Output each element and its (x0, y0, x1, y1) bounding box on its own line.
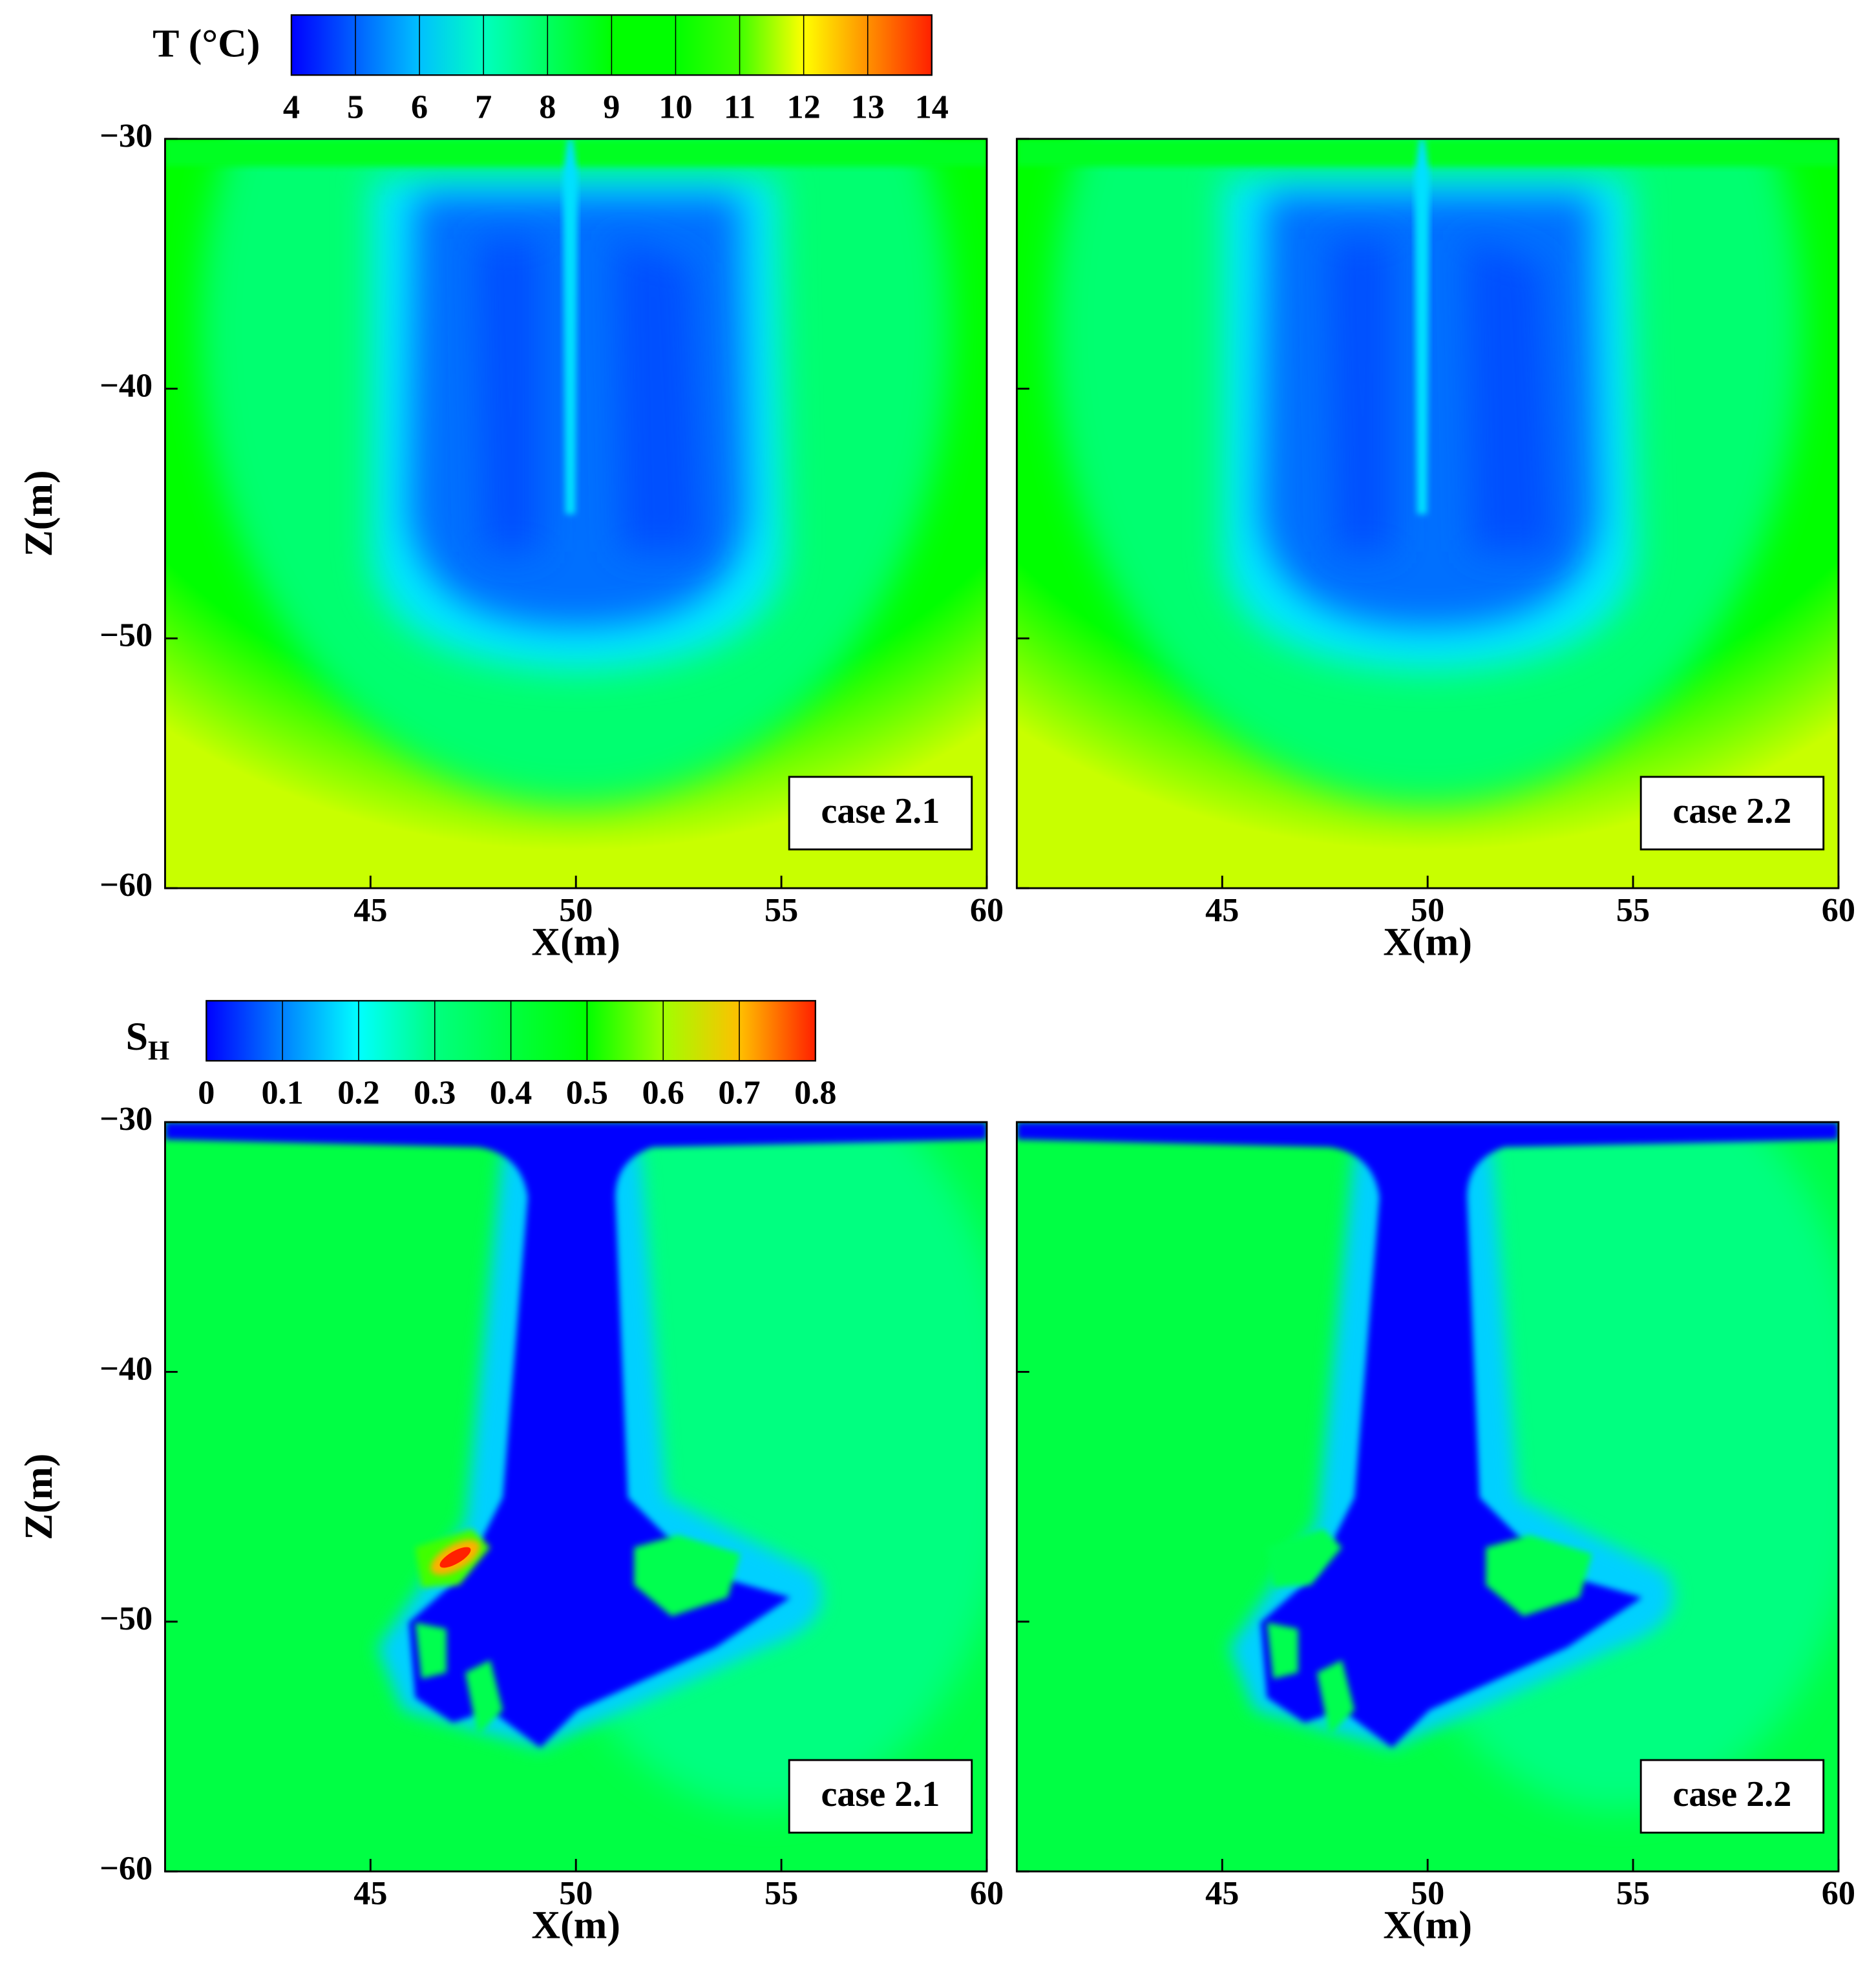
colorbar-tick-label: 13 (851, 88, 885, 125)
colorbar-tick-label: 0 (198, 1074, 215, 1111)
colorbar-tick-label: 0.6 (642, 1074, 684, 1111)
annotation: case 2.2 (1672, 791, 1791, 831)
colorbar-tick-label: 0.5 (566, 1074, 608, 1111)
x-tick-label: 55 (764, 891, 798, 929)
x-tick-label: 60 (1822, 891, 1855, 929)
x-tick-label: 55 (764, 1874, 798, 1912)
field-top (165, 138, 987, 167)
x-tick-label: 45 (353, 891, 387, 929)
field (1017, 1122, 1839, 1872)
x-tick-label: 45 (1205, 891, 1239, 929)
annotation-box (788, 1759, 973, 1834)
field-blue (165, 1122, 987, 1748)
colorbar-tick-label: 0.8 (794, 1074, 836, 1111)
x-tick-label: 50 (559, 891, 593, 929)
colorbar-label: SH (126, 1015, 170, 1066)
field (165, 1122, 987, 1872)
colorbar-tick-label: 8 (539, 88, 556, 125)
field-core (1329, 239, 1555, 552)
y-tick-label: −40 (100, 366, 153, 404)
colorbar-tick-label: 0.1 (261, 1074, 303, 1111)
x-tick-label: 45 (1205, 1874, 1239, 1912)
y-axis-label: Z(m) (17, 1454, 61, 1540)
x-tick-label: 50 (559, 1874, 593, 1912)
y-tick-label: −60 (100, 866, 153, 904)
colorbar-tick-label: 0.2 (337, 1074, 379, 1111)
y-axis-label: Z(m) (17, 470, 61, 557)
colorbar-tick-label: 14 (915, 88, 949, 125)
x-axis-label: X(m) (1383, 920, 1472, 964)
heatmap-panel: 45 50 55 60 X(m) case 2.2 (1015, 138, 1855, 964)
x-axis-label: X(m) (531, 1904, 620, 1947)
y-tick-label: −60 (100, 1849, 153, 1887)
colorbar-tick-label: 0.4 (490, 1074, 532, 1111)
colorbar-tick-label: 4 (283, 88, 300, 125)
colorbar-label: T (°C) (153, 22, 260, 66)
field-patch (1267, 1529, 1342, 1587)
colorbar-tick-label: 5 (347, 88, 364, 125)
colorbar-tick-label: 0.3 (414, 1074, 456, 1111)
x-tick-label: 55 (1616, 1874, 1650, 1912)
field (165, 138, 987, 889)
colorbar-label-sub: H (148, 1035, 169, 1066)
x-tick-label: 50 (1411, 891, 1444, 929)
colorbar-tick-label: 0.7 (718, 1074, 760, 1111)
y-tick-label: −30 (100, 1100, 153, 1138)
colorbar-label-text: S (126, 1015, 148, 1059)
annotation: case 2.2 (1672, 1774, 1791, 1814)
field-blue (1017, 1122, 1839, 1748)
x-tick-label: 55 (1616, 891, 1650, 929)
field-well (1414, 138, 1430, 515)
colorbar-tick-label: 10 (659, 88, 692, 125)
colorbar-tick-label: 6 (411, 88, 428, 125)
field-patch (415, 1622, 503, 1735)
annotation-box (1639, 1759, 1825, 1834)
field-patch (634, 1534, 741, 1617)
field-patch (1486, 1534, 1592, 1617)
x-tick-label: 60 (970, 891, 1004, 929)
x-tick-label: 45 (353, 1874, 387, 1912)
y-tick-label: −50 (100, 1600, 153, 1637)
heatmap-panel: 45 50 55 60 X(m) case 2.2 (1015, 1121, 1855, 1947)
field-top (1017, 138, 1839, 167)
x-tick-label: 60 (970, 1874, 1004, 1912)
field (1017, 138, 1839, 889)
y-tick-label: −40 (100, 1350, 153, 1387)
x-axis-label: X(m) (1383, 1904, 1472, 1947)
x-tick-label: 60 (1822, 1874, 1855, 1912)
x-tick-label: 50 (1411, 1874, 1444, 1912)
field-well (562, 138, 578, 515)
heatmap-panel: 45 50 55 60 −30 −40 −50 −60 X(m) Z(m) case 2.1 0 0.1… (17, 1000, 1004, 1947)
y-tick-label: −50 (100, 617, 153, 654)
x-axis-label: X(m) (531, 920, 620, 964)
annotation: case 2.1 (821, 791, 940, 831)
colorbar-tick-label: 9 (603, 88, 620, 125)
colorbar-tick-label: 11 (724, 88, 755, 125)
annotation-box (788, 776, 973, 851)
y-tick-label: −30 (100, 117, 153, 154)
field-patch (1267, 1622, 1354, 1735)
annotation: case 2.1 (821, 1774, 940, 1814)
colorbar-tick-label: 12 (787, 88, 821, 125)
annotation-box (1639, 776, 1825, 851)
field-core (478, 239, 703, 552)
field-hot (439, 1547, 471, 1568)
colorbar-tick-label: 7 (475, 88, 492, 125)
heatmap-panel: 45 50 55 60−30−40−50−60X(m)Z(m)case 2.14 5 6 7… (17, 14, 1004, 964)
colorbar-label-text: T (°C) (153, 22, 260, 66)
